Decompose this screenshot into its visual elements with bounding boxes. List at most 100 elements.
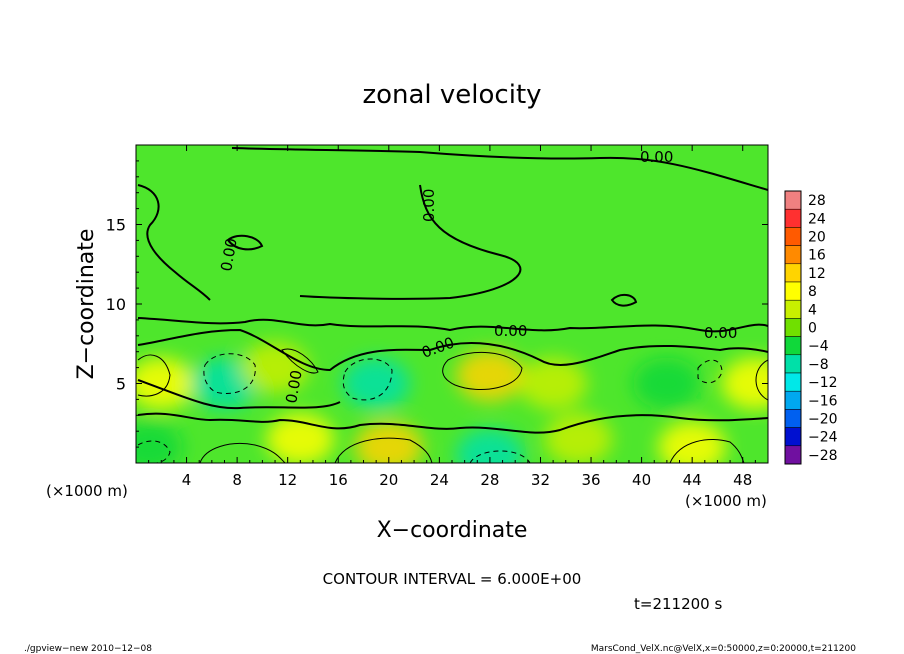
- colorbar-swatch: [784, 390, 802, 410]
- colorbar-label: 20: [808, 230, 826, 246]
- colorbar-swatch: [784, 372, 802, 392]
- contour-label: 0.00: [420, 189, 438, 222]
- time-stamp: t=211200 s: [634, 595, 722, 613]
- chart-title: zonal velocity: [362, 80, 541, 110]
- colorbar-label: −24: [808, 430, 838, 446]
- colorbar-label: 24: [808, 211, 826, 227]
- contour-neg-4: [137, 440, 171, 463]
- footer-right: MarsCond_VelX.nc@VelX,x=0:50000,z=0:2000…: [591, 644, 856, 654]
- colorbar-label: −20: [808, 412, 838, 428]
- plot-area: 0.00 0.00 0.00 0.00 0.00 0.00 0.00: [136, 145, 768, 463]
- contour-neg-3: [697, 359, 723, 384]
- colorbar-label: −8: [808, 357, 829, 373]
- contour-label: 0.00: [282, 369, 306, 405]
- contour-pos-center: [442, 351, 523, 391]
- value-blob: [632, 357, 701, 410]
- value-field: [136, 341, 768, 463]
- contour-lines: [137, 147, 768, 434]
- value-blob: [136, 421, 183, 463]
- contour-pos-bl: [199, 443, 286, 463]
- y-axis-label: Z−coordinate: [74, 229, 99, 380]
- colorbar-label: 28: [808, 193, 826, 209]
- colorbar-frame: [784, 190, 802, 465]
- x-tick-label: 32: [531, 471, 550, 489]
- colorbar: 28 24 20 16 12 8 4 0 −4 −8 −12 −16 −20 −24 −28: [784, 190, 838, 465]
- contour-label: 0.00: [640, 148, 673, 166]
- contour-zero-ridge: [299, 184, 522, 300]
- colorbar-label: 0: [808, 321, 817, 337]
- contour-zero-wave: [137, 317, 768, 333]
- contour-pos-br: [669, 439, 745, 463]
- colorbar-label: 16: [808, 248, 826, 264]
- value-blob: [241, 341, 310, 394]
- plot-background: [136, 145, 768, 463]
- colorbar-label: −12: [808, 375, 838, 391]
- colorbar-label: 8: [808, 284, 817, 300]
- x-tick-label: 20: [379, 471, 398, 489]
- value-blob: [721, 357, 768, 410]
- colorbar-swatch: [784, 299, 802, 319]
- colorbar-swatch: [784, 281, 802, 301]
- colorbar-label: −28: [808, 448, 838, 464]
- contour-interval: CONTOUR INTERVAL = 6.000E+00: [323, 570, 582, 588]
- y-tick-label: 10: [106, 295, 126, 314]
- colorbar-swatch: [784, 227, 802, 246]
- contour-pos-mid: [281, 348, 319, 374]
- x-unit-label-left: (×1000 m): [46, 482, 128, 500]
- colorbar-swatch: [784, 409, 802, 428]
- colorbar-swatch: [784, 318, 802, 337]
- value-blob: [455, 349, 524, 402]
- contour-lines-thin: [137, 348, 768, 463]
- value-blob: [342, 357, 411, 410]
- x-tick-label: 44: [683, 471, 702, 489]
- x-tick-label: 4: [182, 471, 192, 489]
- x-tick-label: 8: [232, 471, 242, 489]
- footer-left: ./gpview−new 2010−12−08: [24, 644, 152, 654]
- colorbar-swatch: [784, 245, 802, 265]
- y-tick-label: 15: [106, 216, 126, 235]
- colorbar-swatch: [784, 354, 802, 374]
- contour-pos-left: [137, 354, 171, 397]
- x-tick-label: 12: [278, 471, 297, 489]
- y-tick-label: 5: [116, 375, 126, 394]
- contour-label-group: 0.00 0.00 0.00 0.00 0.00 0.00 0.00: [217, 148, 737, 405]
- value-blob: [658, 421, 727, 463]
- x-tick-label: 16: [329, 471, 348, 489]
- x-axis: 4 8 12 16 20 24 28 32 36 40 44 48: [148, 145, 756, 489]
- contour-zero-upper: [231, 147, 768, 191]
- colorbar-swatch: [784, 336, 802, 356]
- contour-zero-left: [137, 184, 211, 301]
- colorbar-swatch: [784, 427, 802, 447]
- contour-pos-bc: [334, 437, 433, 463]
- colorbar-label: 4: [808, 302, 817, 318]
- x-unit-label-right: (×1000 m): [685, 492, 767, 510]
- colorbar-swatch: [784, 445, 802, 465]
- y-axis: 5 10 15: [106, 160, 768, 448]
- contour-label: 0.00: [217, 237, 241, 273]
- contour-zero-low: [137, 412, 768, 434]
- contour-lines-dashed: [137, 353, 723, 463]
- contour-zero-lower: [137, 328, 768, 372]
- contour-label: 0.00: [704, 324, 737, 342]
- contour-label: 0.00: [494, 322, 527, 340]
- x-axis-label: X−coordinate: [377, 518, 528, 543]
- value-blob: [519, 357, 588, 410]
- colorbar-swatch: [784, 208, 802, 228]
- colorbar-label: −4: [808, 339, 829, 355]
- contour-pos-right: [755, 359, 768, 401]
- x-tick-label: 28: [480, 471, 499, 489]
- value-blob: [354, 421, 423, 463]
- contour-zero-band: [137, 379, 341, 410]
- contour-neg-1: [203, 353, 256, 394]
- contour-neg-2: [342, 358, 393, 401]
- contour-loop-1: [226, 234, 264, 251]
- colorbar-label: −16: [808, 393, 838, 409]
- x-tick-label: 40: [632, 471, 651, 489]
- contour-loop-2: [610, 294, 638, 307]
- x-tick-label: 48: [733, 471, 752, 489]
- colorbar-swatch: [784, 263, 802, 283]
- value-blob: [544, 413, 613, 463]
- colorbar-swatch: [784, 190, 802, 210]
- x-tick-label: 24: [430, 471, 449, 489]
